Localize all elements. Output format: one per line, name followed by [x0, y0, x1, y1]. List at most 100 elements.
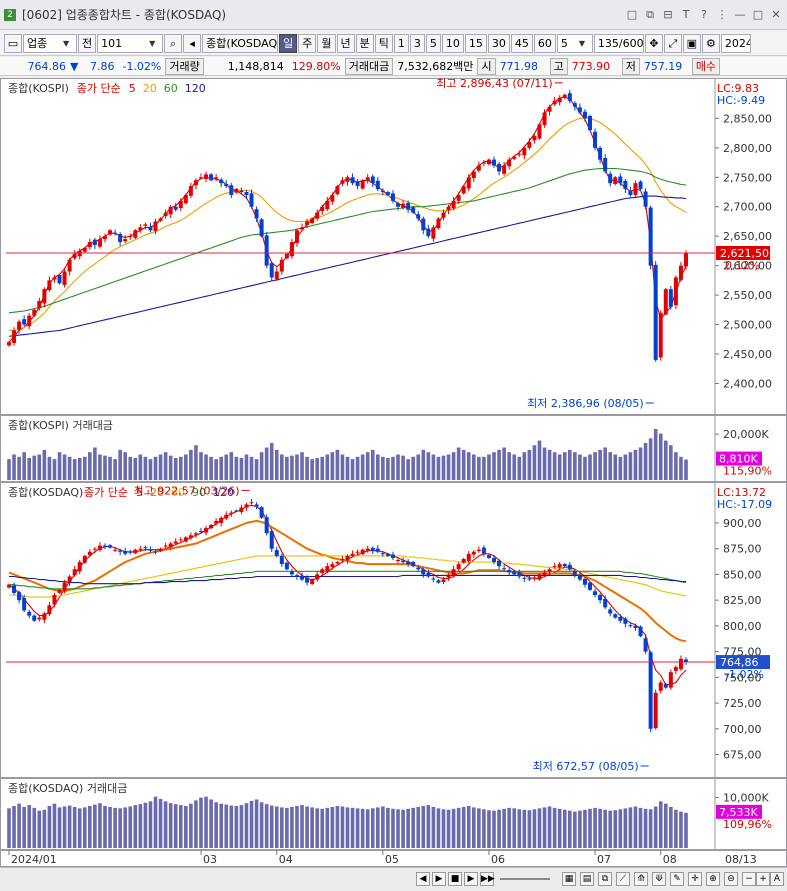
pane-kospi-candle: [542, 112, 547, 126]
pane-kospi-amount-bar: [72, 459, 77, 480]
crosshair-icon[interactable]: ✛: [688, 872, 702, 886]
pane-kosdaq-amount-bar: [163, 801, 168, 848]
pane-kosdaq-amount-bar: [72, 806, 77, 848]
pane-kospi-candle: [613, 177, 618, 184]
pane-kospi-candle: [17, 321, 22, 330]
pane-kospi-candle: [315, 212, 320, 219]
pane-kosdaq-amount-bar: [669, 806, 673, 848]
period-daily-tab[interactable]: 일: [279, 33, 298, 53]
period-tick-tab[interactable]: 틱: [374, 33, 393, 53]
window-button-screen[interactable]: □: [626, 8, 638, 21]
window-button-copy[interactable]: ⧉: [646, 8, 654, 21]
pane-kospi-candle: [411, 207, 416, 213]
interval-45-button[interactable]: 45: [510, 33, 533, 53]
grid-icon[interactable]: ▤: [580, 872, 594, 886]
pane-kosdaq-amount-bar: [133, 805, 138, 848]
panel-toggle-icon[interactable]: ▭: [4, 33, 22, 53]
pane-kospi-frame: [0, 78, 787, 415]
pane-kospi-candle: [193, 180, 198, 186]
window-maximize-button[interactable]: □: [752, 8, 764, 21]
window-close-button[interactable]: ✕: [771, 8, 781, 21]
interval-3-button[interactable]: 3: [409, 33, 425, 53]
interval-30-button[interactable]: 30: [487, 33, 510, 53]
pane-kosdaq-amount-bar: [239, 805, 244, 848]
interval-15-button[interactable]: 15: [464, 33, 487, 53]
pane-kosdaq-candle: [193, 533, 198, 535]
quote-change: 7.86: [89, 59, 115, 73]
window-button-font[interactable]: T: [682, 8, 690, 21]
pane-kospi-candle: [406, 202, 411, 210]
pane-kosdaq-amount-bar: [360, 808, 365, 848]
market-select[interactable]: 업종 ▼: [23, 33, 77, 53]
date-field[interactable]: 2024/: [720, 33, 751, 53]
code-select[interactable]: 101 ▼: [97, 33, 164, 53]
prev-button[interactable]: 전: [78, 33, 97, 53]
pane-kospi-candle: [421, 218, 426, 231]
pane-kospi-amount-bar: [88, 452, 92, 480]
save-icon[interactable]: ▣: [682, 33, 701, 53]
pane-kospi-candle: [512, 156, 517, 159]
count-field[interactable]: 135/600: [593, 33, 644, 53]
zoom-in-icon[interactable]: ⊕: [706, 872, 720, 886]
line-icon[interactable]: ⟋: [616, 872, 630, 886]
pane-kospi-amount-bar: [441, 455, 446, 480]
fall-icon[interactable]: ⟱: [652, 872, 666, 886]
scroll-left-icon[interactable]: ◀: [416, 872, 430, 886]
pane-kospi-candle: [128, 236, 133, 238]
pane-kosdaq-ytick-label: 725,00: [723, 697, 762, 710]
window-button-layout[interactable]: ⊟: [663, 8, 673, 21]
period-minute-tab[interactable]: 분: [355, 33, 374, 53]
pane-kospi-candle: [507, 159, 512, 167]
pane-kospi-amount-bar: [224, 454, 229, 480]
pane-kospi-ytick-label: 2,700,00: [723, 201, 772, 214]
interval-60-button[interactable]: 60: [533, 33, 556, 53]
pane-kosdaq-candle: [158, 548, 163, 552]
interval-5-button[interactable]: 5: [425, 33, 441, 53]
pen-icon[interactable]: ✎: [670, 872, 684, 886]
minus-icon[interactable]: −: [742, 872, 756, 886]
pane-kospi-candle: [673, 277, 678, 306]
window-button-menu[interactable]: ⋮: [716, 8, 728, 21]
pane-kosdaq-amount-bar: [320, 808, 325, 848]
pane-kospi-amount-bar: [557, 454, 562, 480]
pane-kosdaq-candle: [618, 616, 623, 621]
window-button-help[interactable]: ?: [701, 8, 707, 21]
index-name-field[interactable]: 종합(KOSDAQ): [202, 33, 279, 53]
window-minimize-button[interactable]: —: [734, 8, 746, 21]
zoom-out-icon[interactable]: ⊖: [724, 872, 738, 886]
table-icon[interactable]: ▦: [562, 872, 576, 886]
buy-button[interactable]: 매수: [691, 57, 721, 75]
pane-kosdaq-ytick-label: 900,00: [723, 517, 762, 530]
interval-select[interactable]: 5 ▼: [556, 33, 593, 53]
period-weekly-tab[interactable]: 주: [298, 33, 317, 53]
chart-area[interactable]: 종합(KOSPI) 종가 단순 5 20 60 120 LC:9.83 HC:-9.49 2,4…: [0, 77, 787, 867]
gear-icon[interactable]: ⚙: [701, 33, 720, 53]
pane-kosdaq-candle: [451, 569, 456, 576]
search-icon[interactable]: ⌕: [164, 33, 183, 53]
font-size-icon[interactable]: A: [770, 872, 784, 886]
pane-kospi-candle: [198, 177, 203, 179]
pane-kosdaq-amount-bar: [123, 807, 128, 848]
draw-icon[interactable]: ⤢: [663, 33, 682, 53]
copy-icon[interactable]: ⧉: [598, 872, 612, 886]
pane-kosdaq-lc-label: LC:13.72: [717, 486, 766, 499]
pane-kosdaq-candle: [380, 553, 385, 555]
interval-1-button[interactable]: 1: [393, 33, 409, 53]
fast-forward-icon[interactable]: ▶▶: [480, 872, 495, 886]
pane-kosdaq-candle: [289, 571, 294, 575]
plus-icon[interactable]: +: [756, 872, 770, 886]
period-monthly-tab[interactable]: 월: [317, 33, 336, 53]
interval-10-button[interactable]: 10: [441, 33, 464, 53]
period-yearly-tab[interactable]: 년: [336, 33, 355, 53]
pane-kosdaq-amount-bar: [376, 807, 380, 848]
tools-icon[interactable]: ✥: [644, 33, 663, 53]
rise-icon[interactable]: ⟰: [634, 872, 648, 886]
pane-kospi-amount-bar: [17, 456, 21, 480]
scroll-track[interactable]: [500, 878, 550, 880]
pane-kospi-amount-bar: [517, 456, 522, 480]
sound-icon[interactable]: ◂: [183, 33, 202, 53]
play-icon[interactable]: ▶: [464, 872, 478, 886]
scroll-right-icon[interactable]: ▶: [432, 872, 446, 886]
stop-icon[interactable]: ■: [448, 872, 462, 886]
